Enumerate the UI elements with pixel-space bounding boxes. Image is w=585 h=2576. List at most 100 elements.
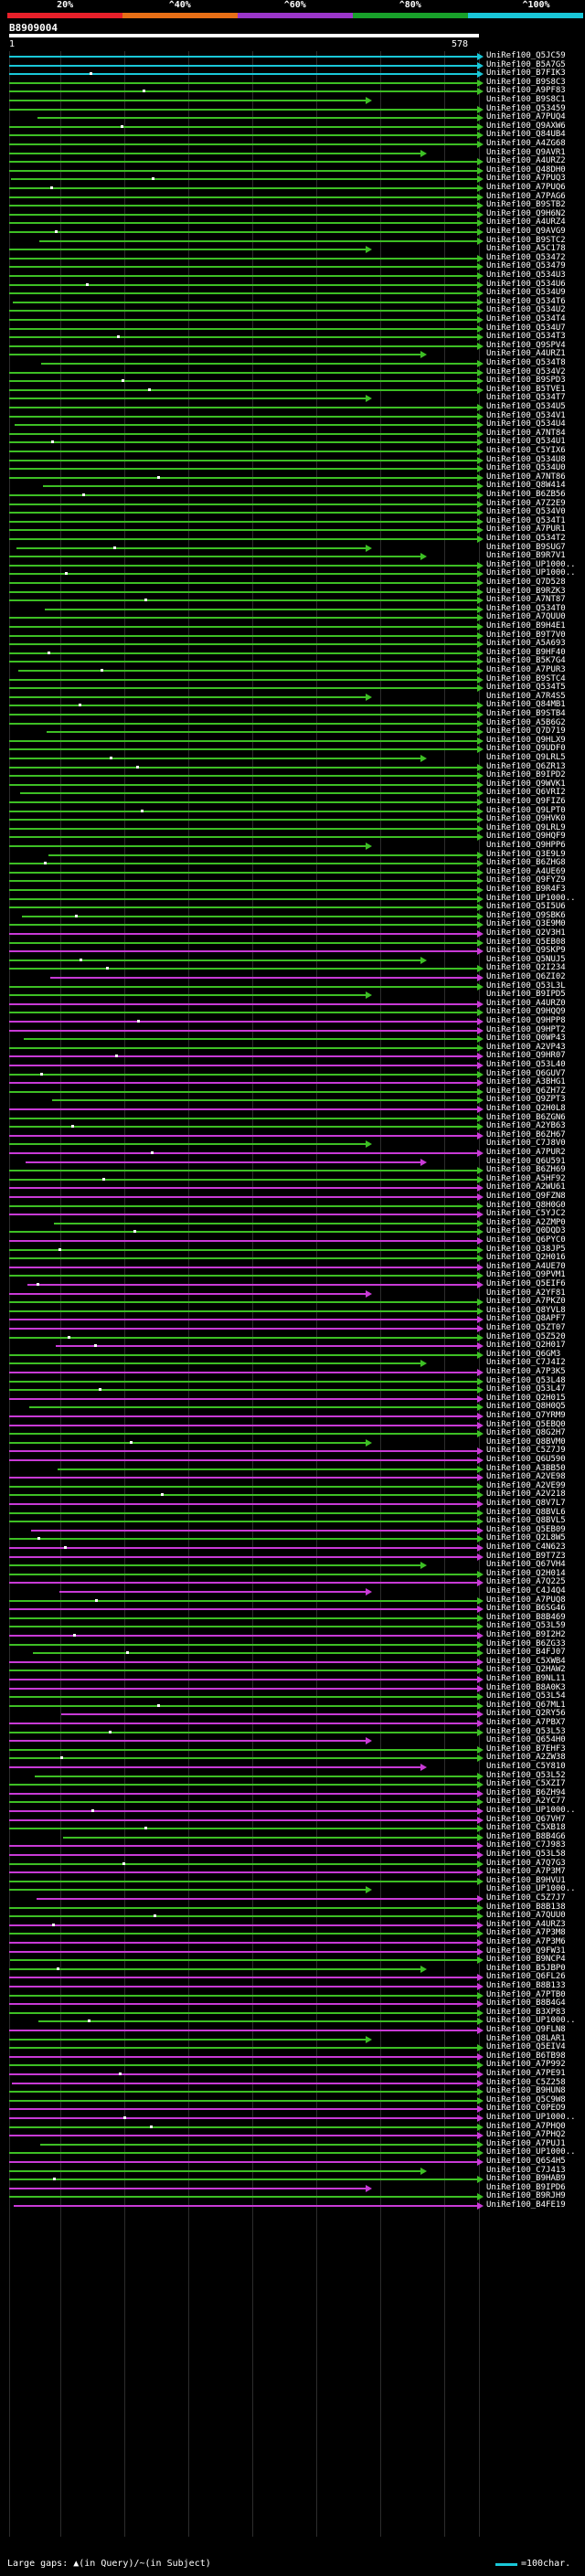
- hit-link[interactable]: UniRef100_A7PHQ2: [486, 2130, 566, 2139]
- hit-link[interactable]: UniRef100_A7PUR1: [486, 525, 566, 534]
- hit-link[interactable]: UniRef100_Q5JC59: [486, 51, 566, 60]
- hit-link[interactable]: UniRef100_B9HVU1: [486, 1876, 566, 1885]
- hit-link[interactable]: UniRef100_C5YJC2: [486, 1209, 566, 1218]
- hit-link[interactable]: UniRef100_Q7YRM9: [486, 1411, 566, 1420]
- hit-link[interactable]: UniRef100_A2VE99: [486, 1481, 566, 1490]
- hit-link[interactable]: UniRef100_Q6VRI2: [486, 788, 566, 797]
- hit-link[interactable]: UniRef100_Q6FL26: [486, 1972, 566, 1981]
- hit-link[interactable]: UniRef100_Q5ZT07: [486, 1323, 566, 1332]
- hit-link[interactable]: UniRef100_Q8LAR1: [486, 2034, 566, 2043]
- hit-link[interactable]: UniRef100_B9NCP4: [486, 1955, 566, 1964]
- hit-link[interactable]: UniRef100_A2VP43: [486, 1043, 566, 1052]
- hit-link[interactable]: UniRef100_A4URZ1: [486, 349, 566, 358]
- hit-link[interactable]: UniRef100_Q9FLN8: [486, 2025, 566, 2034]
- hit-link[interactable]: UniRef100_C7J4I2: [486, 1358, 566, 1367]
- hit-link[interactable]: UniRef100_Q534V0: [486, 507, 566, 516]
- hit-link[interactable]: UniRef100_Q534U1: [486, 437, 566, 446]
- hit-link[interactable]: UniRef100_Q53L40: [486, 1060, 566, 1069]
- hit-link[interactable]: UniRef100_A7PUJ1: [486, 2139, 566, 2148]
- hit-link[interactable]: UniRef100_C5YIX6: [486, 446, 566, 455]
- hit-link[interactable]: UniRef100_A3BHG1: [486, 1077, 566, 1087]
- hit-link[interactable]: UniRef100_Q534T1: [486, 516, 566, 525]
- hit-link[interactable]: UniRef100_Q84MB1: [486, 700, 566, 709]
- hit-link[interactable]: UniRef100_B5TVE1: [486, 385, 566, 394]
- hit-link[interactable]: UniRef100_Q9LRL9: [486, 823, 566, 832]
- hit-link[interactable]: UniRef100_B6ZGN6: [486, 1113, 566, 1122]
- hit-link[interactable]: UniRef100_A7QUU0: [486, 1911, 566, 1920]
- hit-link[interactable]: UniRef100_Q8W414: [486, 481, 566, 490]
- hit-link[interactable]: UniRef100_A2ZW38: [486, 1753, 566, 1762]
- hit-link[interactable]: UniRef100_Q8H0Q5: [486, 1402, 566, 1411]
- hit-link[interactable]: UniRef100_Q0WP43: [486, 1034, 566, 1043]
- hit-link[interactable]: UniRef100_Q5I5U6: [486, 902, 566, 911]
- hit-link[interactable]: UniRef100_B4FJ07: [486, 1648, 566, 1657]
- hit-link[interactable]: UniRef100_Q2HAW2: [486, 1665, 566, 1674]
- hit-link[interactable]: UniRef100_A4URZ2: [486, 156, 566, 165]
- hit-link[interactable]: UniRef100_A5HF92: [486, 1174, 566, 1183]
- hit-link[interactable]: UniRef100_A7P3M6: [486, 1937, 566, 1946]
- hit-link[interactable]: UniRef100_A4URZ4: [486, 217, 566, 227]
- hit-link[interactable]: UniRef100_C5XWB4: [486, 1657, 566, 1666]
- hit-link[interactable]: UniRef100_B9RZK3: [486, 587, 566, 596]
- hit-link[interactable]: UniRef100_UP1000..: [486, 894, 576, 903]
- hit-link[interactable]: UniRef100_B6ZH94: [486, 1788, 566, 1797]
- hit-link[interactable]: UniRef100_B5A7G5: [486, 60, 566, 69]
- hit-link[interactable]: UniRef100_Q48DH0: [486, 165, 566, 175]
- hit-link[interactable]: UniRef100_Q2L8W5: [486, 1533, 566, 1542]
- hit-link[interactable]: UniRef100_A7PUR2: [486, 1148, 566, 1157]
- hit-link[interactable]: UniRef100_Q9HQQ9: [486, 1007, 566, 1016]
- hit-link[interactable]: UniRef100_A7Z2E9: [486, 499, 566, 508]
- hit-link[interactable]: UniRef100_C5Z258: [486, 2078, 566, 2087]
- hit-link[interactable]: UniRef100_Q6S4H5: [486, 2157, 566, 2166]
- hit-link[interactable]: UniRef100_Q9HR07: [486, 1051, 566, 1060]
- hit-link[interactable]: UniRef100_Q534U0: [486, 463, 566, 472]
- hit-link[interactable]: UniRef100_UP1000..: [486, 1884, 576, 1893]
- hit-link[interactable]: UniRef100_A7PHQ0: [486, 2122, 566, 2131]
- hit-link[interactable]: UniRef100_B9S8C1: [486, 95, 566, 104]
- hit-link[interactable]: UniRef100_A7PUQ6: [486, 183, 566, 192]
- hit-link[interactable]: UniRef100_Q9SBK6: [486, 911, 566, 920]
- hit-link[interactable]: UniRef100_Q534T2: [486, 534, 566, 543]
- hit-link[interactable]: UniRef100_B9S8C3: [486, 78, 566, 87]
- hit-link[interactable]: UniRef100_A7P3M8: [486, 1928, 566, 1937]
- hit-link[interactable]: UniRef100_Q53L59: [486, 1621, 566, 1630]
- hit-link[interactable]: UniRef100_Q534T3: [486, 332, 566, 341]
- hit-link[interactable]: UniRef100_A7PUQ8: [486, 1595, 566, 1605]
- hit-link[interactable]: UniRef100_A7PAG6: [486, 192, 566, 201]
- hit-link[interactable]: UniRef100_Q534U6: [486, 280, 566, 289]
- hit-link[interactable]: UniRef100_Q8YVL8: [486, 1306, 566, 1315]
- hit-link[interactable]: UniRef100_Q5EB08: [486, 938, 566, 947]
- hit-link[interactable]: UniRef100_Q5C9W8: [486, 2095, 566, 2104]
- hit-link[interactable]: UniRef100_B6SG46: [486, 1604, 566, 1613]
- hit-link[interactable]: UniRef100_A2YC77: [486, 1797, 566, 1806]
- hit-link[interactable]: UniRef100_B3XP83: [486, 2008, 566, 2017]
- hit-link[interactable]: UniRef100_B6TB98: [486, 2051, 566, 2061]
- hit-link[interactable]: UniRef100_Q654H0: [486, 1735, 566, 1744]
- hit-link[interactable]: UniRef100_B9STB4: [486, 709, 566, 718]
- hit-link[interactable]: UniRef100_A7NT84: [486, 429, 566, 438]
- hit-link[interactable]: UniRef100_B9HUN8: [486, 2086, 566, 2095]
- hit-link[interactable]: UniRef100_B5JBP0: [486, 1964, 566, 1973]
- hit-link[interactable]: UniRef100_UP1000..: [486, 560, 576, 569]
- hit-link[interactable]: UniRef100_A5C178: [486, 244, 566, 253]
- hit-link[interactable]: UniRef100_Q9HPP8: [486, 1016, 566, 1025]
- hit-link[interactable]: UniRef100_B9R4F3: [486, 885, 566, 894]
- hit-link[interactable]: UniRef100_A5A693: [486, 639, 566, 648]
- hit-link[interactable]: UniRef100_Q9HPP6: [486, 841, 566, 850]
- hit-link[interactable]: UniRef100_A7P3M7: [486, 1867, 566, 1876]
- hit-link[interactable]: UniRef100_UP1000..: [486, 2113, 576, 2122]
- hit-link[interactable]: UniRef100_Q84UB4: [486, 130, 566, 139]
- hit-link[interactable]: UniRef100_Q53L52: [486, 1771, 566, 1780]
- hit-link[interactable]: UniRef100_Q9FIZ6: [486, 797, 566, 806]
- hit-link[interactable]: UniRef100_A2YF81: [486, 1288, 566, 1298]
- hit-link[interactable]: UniRef100_Q8G2H7: [486, 1428, 566, 1437]
- hit-link[interactable]: UniRef100_A7PE91: [486, 2069, 566, 2078]
- hit-link[interactable]: UniRef100_C7J983: [486, 1840, 566, 1850]
- hit-link[interactable]: UniRef100_B8B133: [486, 1981, 566, 1990]
- hit-link[interactable]: UniRef100_Q7D528: [486, 578, 566, 587]
- hit-link[interactable]: UniRef100_Q9HQF9: [486, 832, 566, 841]
- hit-link[interactable]: UniRef100_UP1000..: [486, 2016, 576, 2025]
- hit-link[interactable]: UniRef100_A7PTB0: [486, 1990, 566, 1999]
- hit-link[interactable]: UniRef100_Q9UDF0: [486, 744, 566, 753]
- hit-link[interactable]: UniRef100_C5XB18: [486, 1823, 566, 1832]
